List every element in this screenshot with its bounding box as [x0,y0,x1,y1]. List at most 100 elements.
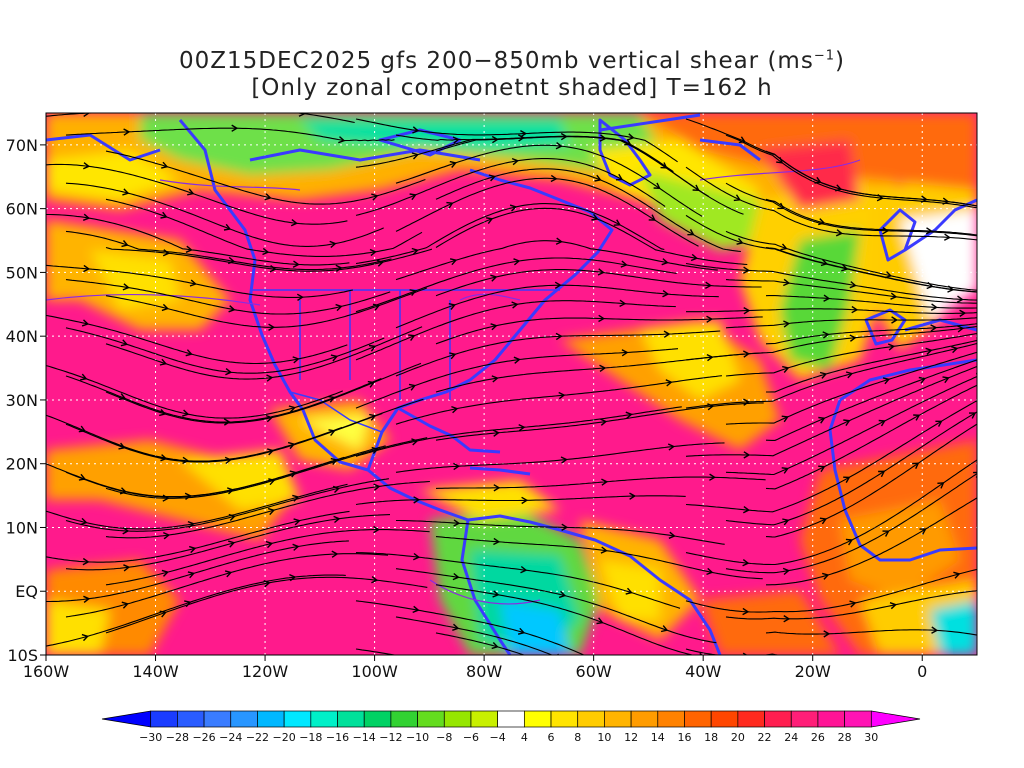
streamline-arrowhead [780,243,788,251]
streamline-arrowhead [488,174,497,182]
colorbar: −30 −28 −26 −24 −22 −20 −18 −16 −14 −12 −10 −8 −6 −4 4… [101,710,921,744]
streamline-arrowhead [891,316,899,324]
streamline-arrowhead [373,525,380,534]
colorbar-swatch [230,710,258,728]
streamline-arrowhead [912,462,920,469]
streamline-arrowhead [743,451,751,459]
streamline-arrowhead [783,615,791,623]
streamline [725,134,977,209]
streamline-arrowhead [667,443,676,451]
streamline-arrowhead [663,330,671,338]
streamline [46,540,349,603]
streamline-arrowhead [986,346,992,352]
plot-area [46,113,1016,689]
streamline-arrowhead [159,409,167,417]
colorbar-label: −16 [326,731,349,744]
streamline-arrowhead [335,303,343,312]
streamline-arrowhead [742,559,750,567]
streamline [685,459,977,566]
streamline-arrowhead [509,204,518,212]
streamline-arrowhead [783,278,791,287]
streamline [355,600,585,655]
lon-tick-label: 40W [685,662,721,681]
streamline-arrowhead [736,237,744,245]
streamline-arrowhead [600,546,608,554]
streamline [725,590,977,620]
streamline-arrowhead [82,557,90,566]
streamline-arrowhead [984,206,990,212]
streamline-arrowhead [781,467,789,474]
streamline-arrowhead [878,470,886,478]
streamline-arrowhead [973,471,977,478]
streamline-arrowhead [225,368,233,376]
streamline-arrowhead [228,305,236,313]
streamline-arrowhead [492,590,500,598]
chart-title-line1: 00Z15DEC2025 gfs 200−850mb vertical shea… [0,48,1024,74]
streamline-arrowhead [594,174,602,182]
streamline-arrowhead [335,264,343,273]
streamline-arrowhead [517,627,526,635]
streamline [395,442,725,473]
streamline-arrowhead [742,607,750,616]
colorbar-label: 18 [704,731,718,744]
streamline-arrowhead [781,415,789,423]
colorbar-swatch [470,710,499,728]
streamline-arrowhead [849,334,857,342]
colorbar-swatch [764,710,792,728]
streamline-arrowhead [777,202,785,210]
streamline-arrowhead [122,527,130,535]
streamline-arrowhead [329,240,337,249]
streamline-arrowhead [266,374,274,382]
streamline-arrowhead [930,303,938,311]
streamline [65,478,389,532]
state-borders [299,290,451,400]
streamline-arrowhead [516,683,522,689]
streamline-arrowhead [409,193,417,201]
streamline-arrowhead [743,306,751,315]
colorbar-label: 14 [651,731,665,744]
streamline-arrowhead [228,540,236,548]
streamline [355,406,682,457]
coastline-iceland [699,138,761,162]
streamline-arrowhead [558,391,566,400]
colorbar-label: 22 [758,731,772,744]
streamline-arrowhead [601,478,609,486]
colorbar-swatch [630,710,659,728]
streamline-arrowhead [413,654,415,655]
streamline-arrowhead [490,274,498,282]
streamline-arrowhead [413,552,421,561]
streamline-arrowhead [561,523,569,532]
colorbar-swatch [150,710,178,728]
streamline-arrowhead [560,456,568,464]
streamline [725,411,977,526]
streamline-arrowhead [692,184,700,192]
streamline-arrowhead [823,630,831,638]
colorbar-label: −14 [353,731,376,744]
streamline-arrowhead [742,506,751,514]
coastline-canadian-arctic [249,148,481,162]
streamline-arrowhead [408,383,417,391]
streamline [65,445,386,498]
streamline-arrowhead [592,682,598,688]
streamline [355,495,686,506]
streamline-arrowhead [625,587,633,595]
streamline-arrowhead [882,377,891,385]
colorbar-swatch [604,710,632,728]
streamline-arrowhead [159,358,168,366]
streamline-arrowhead [267,507,276,516]
streamline [65,553,389,618]
streamline [65,279,391,315]
streamline-arrowhead [328,395,336,403]
streamline-arrowhead [187,188,195,196]
streamline [355,552,681,609]
streamline [765,423,977,538]
streamline-arrowhead [1010,367,1016,373]
streamline-arrowhead [268,478,276,486]
streamline-arrowhead [709,473,716,481]
streamline-arrowhead [743,398,751,406]
streamline-arrowhead [845,538,854,546]
streamline [46,163,348,225]
streamline [435,584,695,655]
streamline [395,284,719,329]
streamline-arrowhead [449,160,457,168]
